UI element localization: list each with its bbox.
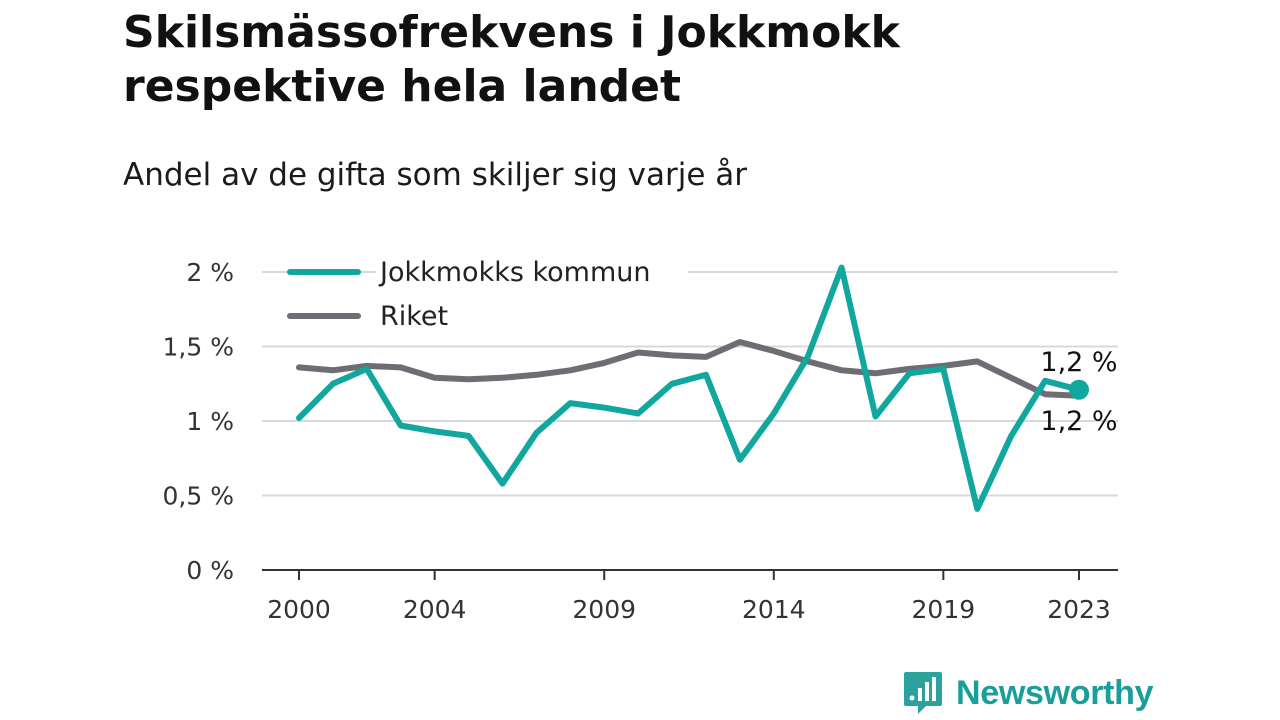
y-tick-label: 1,5 % <box>163 333 234 362</box>
legend-backdrop <box>376 298 688 334</box>
y-tick-label: 0,5 % <box>163 482 234 511</box>
series-end-point <box>1069 379 1089 400</box>
chart-subtitle: Andel av de gifta som skiljer sig varje … <box>123 157 747 193</box>
brand-name: Newsworthy <box>956 673 1154 712</box>
end-labels: 1,2 % 1,2 % <box>1040 347 1117 437</box>
end-label-jokkmokk: 1,2 % <box>1040 347 1117 378</box>
y-tick-label: 2 % <box>186 258 234 287</box>
brand-logo: Newsworthy <box>902 670 1154 716</box>
series-lines <box>296 264 1089 512</box>
x-tick-label: 2004 <box>403 595 467 624</box>
y-tick-label: 1 % <box>186 407 234 436</box>
y-tick-label: 0 % <box>186 556 234 585</box>
x-tick-label: 2014 <box>742 595 806 624</box>
x-axis: 2000 2004 2009 2014 2019 2023 <box>262 569 1118 624</box>
legend-backdrop <box>376 254 688 290</box>
end-label-riket: 1,2 % <box>1040 406 1117 437</box>
x-tick-label: 2023 <box>1047 595 1111 624</box>
legend: Jokkmokks kommun Riket <box>287 254 688 334</box>
series-line <box>296 339 1082 399</box>
newsworthy-logo-icon <box>904 672 942 714</box>
legend-label: Jokkmokks kommun <box>378 257 651 288</box>
x-tick-label: 2000 <box>267 595 331 624</box>
x-tick-label: 2009 <box>572 595 636 624</box>
series-line <box>296 264 1082 512</box>
x-tick-label: 2019 <box>912 595 976 624</box>
chart-title: Skilsmässofrekvens i Jokkmokk respektive… <box>123 7 900 112</box>
legend-label: Riket <box>380 301 448 332</box>
y-axis-ticks: 0 % 0,5 % 1 % 1,5 % 2 % <box>163 258 234 585</box>
